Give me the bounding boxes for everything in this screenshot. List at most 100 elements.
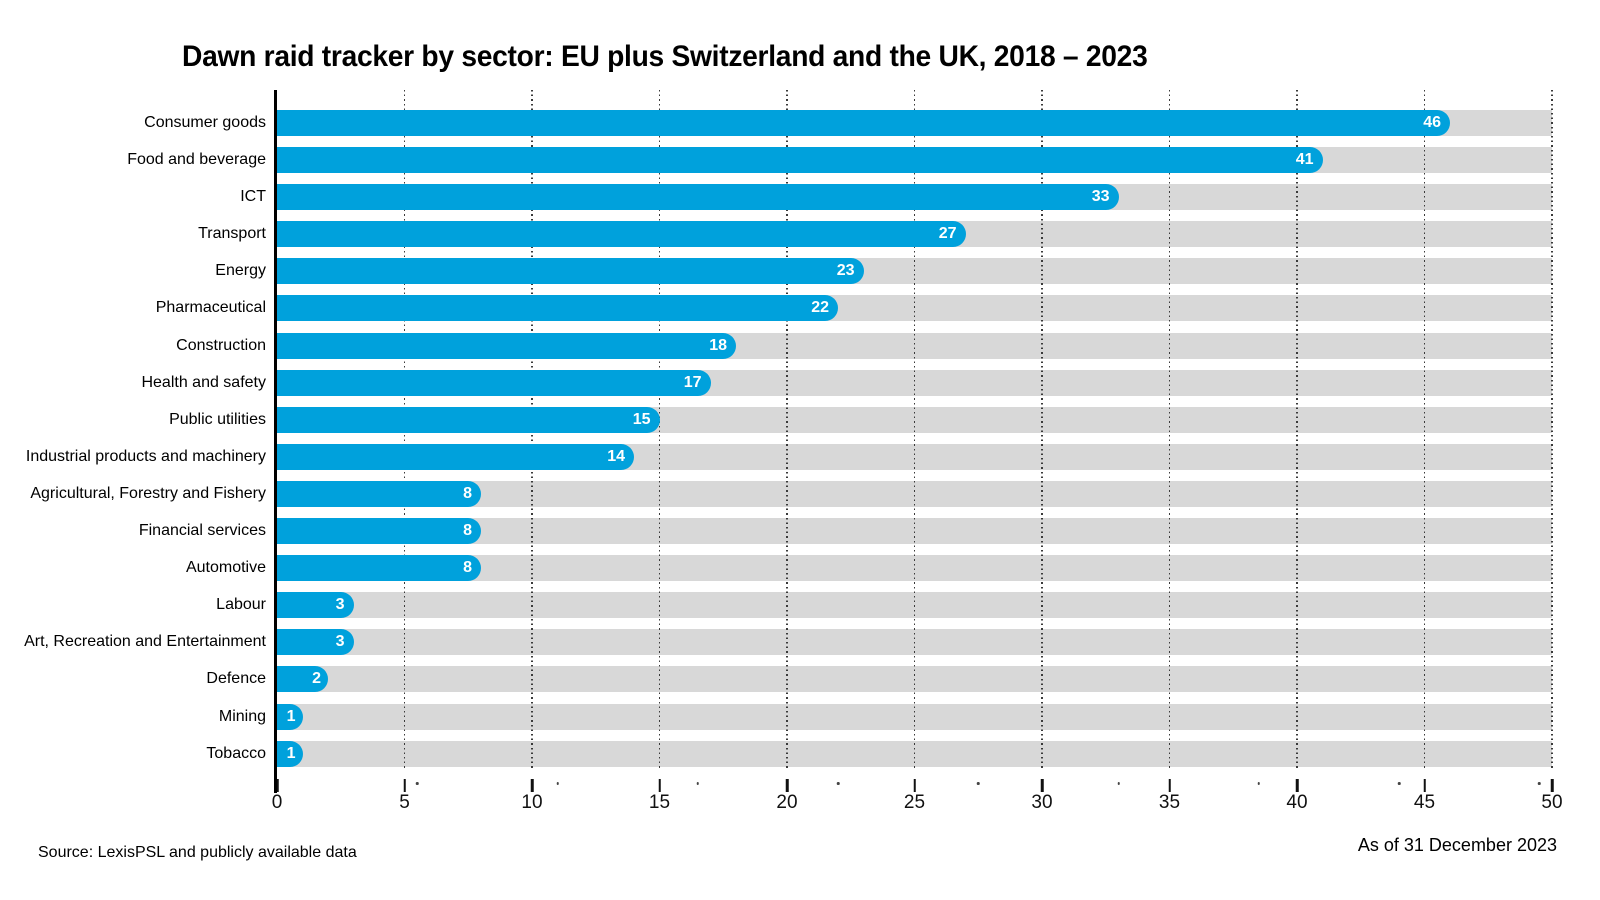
bar-track: 8 — [277, 555, 1552, 582]
bar-track: 17 — [277, 369, 1552, 396]
x-tick-mark — [1168, 779, 1171, 792]
category-label: Art, Recreation and Entertainment — [24, 633, 266, 651]
bar-track: 22 — [277, 295, 1552, 322]
x-tick-label: 5 — [399, 792, 410, 813]
category-label: Health and safety — [141, 373, 266, 391]
category-label: ICT — [240, 188, 266, 206]
value-label: 41 — [1295, 151, 1314, 169]
value-label: 15 — [632, 410, 651, 428]
bar-fill: 27 — [277, 221, 966, 248]
x-tick-label: 20 — [776, 792, 798, 813]
category-label: Defence — [206, 670, 266, 688]
bar-row: Automotive 8 — [0, 555, 1553, 592]
bar-fill: 3 — [277, 592, 354, 619]
bar-row: Art, Recreation and Entertainment 3 — [0, 629, 1553, 666]
y-axis-line — [274, 90, 277, 793]
bar-fill: 2 — [277, 666, 328, 693]
x-minor-tick-dot — [1257, 782, 1260, 785]
category-label: Mining — [218, 707, 266, 725]
x-tick-label: 45 — [1413, 792, 1436, 813]
bar-fill: 33 — [277, 184, 1119, 211]
x-tick-label: 10 — [521, 792, 543, 813]
x-tick-mark — [785, 779, 789, 792]
bar-row: Pharmaceutical 22 — [0, 295, 1553, 332]
x-tick-label: 30 — [1031, 792, 1053, 813]
category-label: Pharmaceutical — [155, 299, 266, 317]
x-tick-mark — [530, 779, 534, 792]
bar-fill: 8 — [277, 480, 481, 507]
category-label: Tobacco — [206, 744, 266, 762]
bar-fill: 3 — [277, 629, 354, 656]
bar-track: 33 — [277, 184, 1552, 211]
category-label: Automotive — [185, 559, 266, 577]
as-of-note: As of 31 December 2023 — [1357, 835, 1557, 855]
category-label: Energy — [215, 262, 266, 280]
value-label: 18 — [709, 336, 727, 354]
x-tick-label: 50 — [1541, 792, 1563, 813]
bar-fill: 14 — [277, 443, 634, 470]
x-tick-mark — [1550, 779, 1554, 792]
bar-chart: Consumer goods 46 Food and beverage 41 I… — [0, 90, 1563, 820]
value-label: 3 — [335, 633, 345, 651]
x-tick-mark — [658, 779, 661, 792]
bar-fill: 8 — [277, 518, 481, 545]
bar-row: Labour 3 — [0, 592, 1553, 629]
bar-fill: 1 — [277, 740, 303, 767]
category-label: Transport — [198, 225, 266, 243]
bar-row: Transport 27 — [0, 221, 1553, 258]
source-note: Source: LexisPSL and publicly available … — [38, 844, 357, 861]
x-tick-mark — [403, 779, 406, 792]
bar-track: 8 — [277, 518, 1552, 545]
bar-row: Energy 23 — [0, 258, 1553, 295]
category-label: Labour — [216, 596, 266, 614]
bar-track: 2 — [277, 666, 1552, 693]
x-tick-mark — [1423, 779, 1426, 792]
category-label: Industrial products and machinery — [25, 447, 266, 465]
x-tick-mark — [1295, 779, 1299, 792]
x-tick-mark — [913, 779, 916, 792]
x-minor-tick-dot — [696, 782, 699, 785]
bar-track: 1 — [277, 703, 1552, 730]
bar-row: Food and beverage 41 — [0, 147, 1553, 184]
bar-row: Defence 2 — [0, 666, 1553, 703]
bar-fill: 18 — [277, 332, 736, 359]
bar-track: 8 — [277, 480, 1552, 507]
category-label: Financial services — [138, 522, 266, 540]
bar-row: Construction 18 — [0, 332, 1553, 370]
bar-track: 27 — [277, 221, 1552, 248]
value-label: 14 — [607, 447, 625, 465]
bar-fill: 23 — [277, 258, 864, 285]
bar-track: 18 — [277, 332, 1552, 359]
bar-fill: 46 — [277, 110, 1450, 136]
value-label: 23 — [836, 262, 855, 280]
bar-fill: 15 — [277, 406, 660, 433]
category-label: Food and beverage — [127, 151, 266, 169]
x-tick-label: 0 — [271, 792, 283, 813]
value-label: 33 — [1091, 188, 1110, 206]
bar-row: Financial services 8 — [0, 518, 1553, 555]
category-label: Construction — [176, 336, 266, 354]
bar-fill: 1 — [277, 703, 303, 730]
bar-row: Mining 1 — [0, 703, 1553, 741]
value-label: 17 — [683, 373, 702, 391]
x-minor-tick-dot — [1397, 782, 1401, 785]
bar-fill: 41 — [277, 147, 1323, 174]
bar-track: 46 — [277, 110, 1552, 136]
bar-track: 3 — [277, 629, 1552, 656]
value-label: 27 — [938, 225, 957, 243]
bar-track: 14 — [277, 443, 1552, 470]
bar-track: 1 — [277, 740, 1552, 767]
category-label: Consumer goods — [144, 114, 266, 131]
x-minor-tick-dot — [556, 782, 559, 785]
x-minor-tick-dot — [977, 782, 980, 785]
bar-fill: 17 — [277, 369, 711, 396]
value-label: 8 — [463, 484, 472, 502]
bar-fill: 22 — [277, 295, 838, 322]
bar-row: ICT 33 — [0, 184, 1553, 221]
bar-row: Public utilities 15 — [0, 406, 1553, 444]
x-tick-label: 40 — [1286, 792, 1308, 813]
value-label: 8 — [463, 559, 472, 577]
chart-title: Dawn raid tracker by sector: EU plus Swi… — [182, 40, 1148, 73]
chart-rows: Consumer goods 46 Food and beverage 41 I… — [0, 90, 1553, 778]
bar-track: 15 — [277, 406, 1552, 433]
